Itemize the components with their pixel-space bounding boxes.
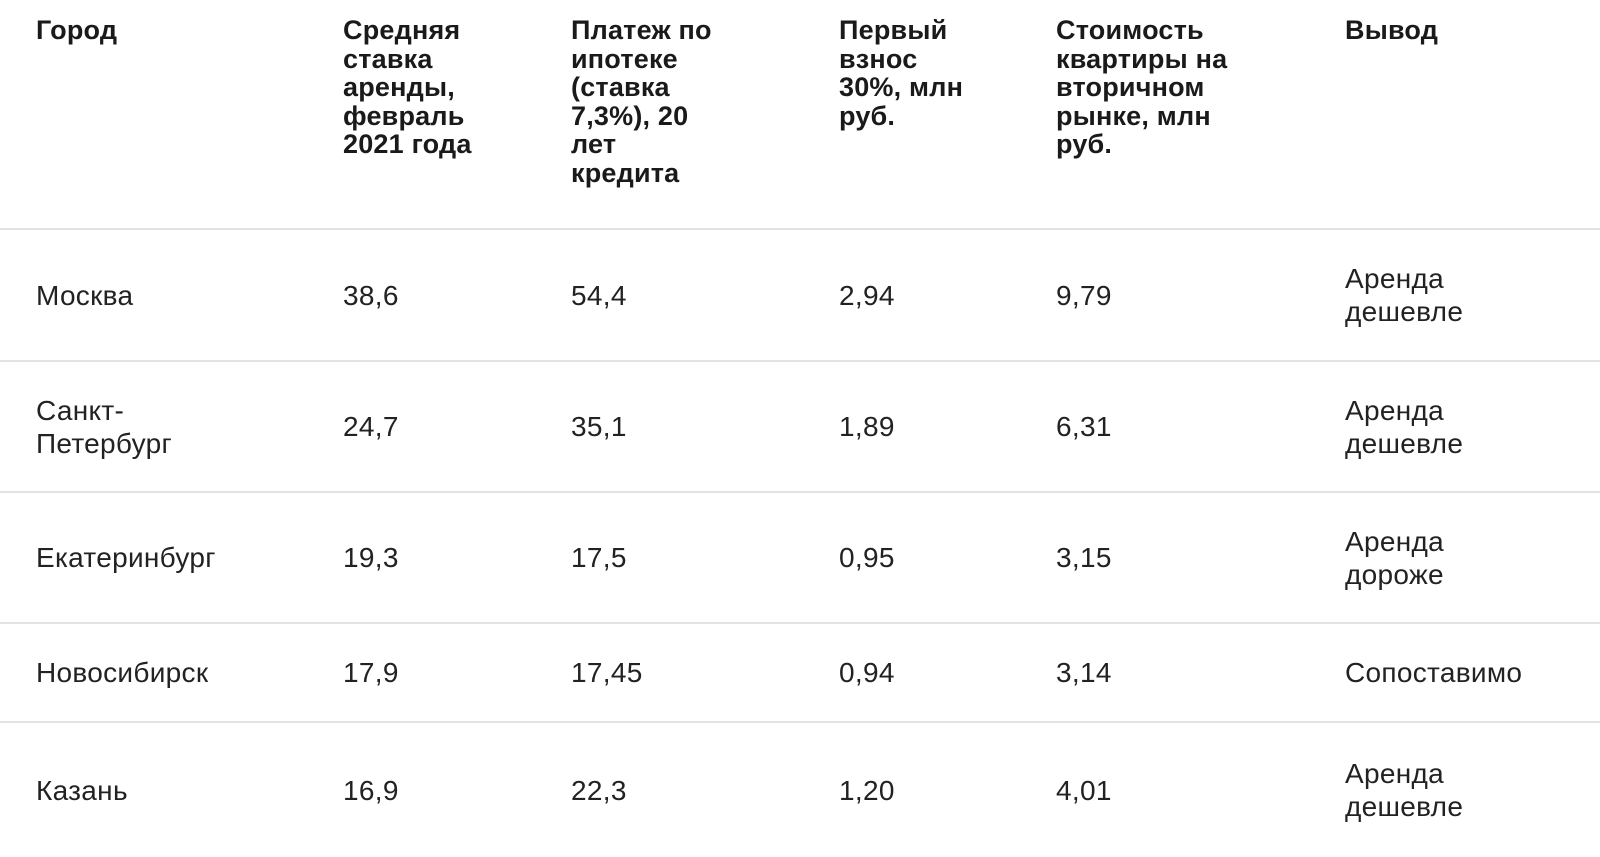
cell-rent-rate: 38,6 [343,279,399,311]
cell-rent-rate: 24,7 [343,411,399,442]
table-row: Москва 38,6 54,4 2,94 9,79 Аренда дешевл… [0,230,1600,362]
cell-apartment-price: 3,15 [1056,542,1112,573]
cell-city: Санкт-Петербург [36,394,173,459]
cell-city: Новосибирск [36,657,209,688]
cell-mortgage-payment: 22,3 [571,774,627,806]
cell-conclusion: Аренда дешевле [1345,394,1464,459]
table-header-row: Город Средняя ставка аренды, февраль 202… [0,0,1600,230]
cell-conclusion: Аренда дешевле [1345,263,1464,327]
cell-down-payment: 0,95 [839,542,895,573]
cell-rent-rate: 16,9 [343,774,399,806]
cell-apartment-price: 9,79 [1056,279,1112,311]
table-row: Екатеринбург 19,3 17,5 0,95 3,15 Аренда … [0,493,1600,624]
cell-down-payment: 0,94 [839,657,895,688]
cell-down-payment: 2,94 [839,279,895,311]
cell-city: Казань [36,774,128,806]
cell-down-payment: 1,20 [839,774,895,806]
cell-down-payment: 1,89 [839,411,895,442]
cell-mortgage-payment: 35,1 [571,411,627,442]
header-rent-rate: Средняя ставка аренды, февраль 2021 года [343,15,472,159]
cell-conclusion: Сопоставимо [1345,657,1523,688]
cell-rent-rate: 19,3 [343,542,399,573]
header-apartment-price: Стоимость квартиры на вторичном рынке, м… [1056,15,1228,159]
cell-city: Москва [36,279,134,311]
table-row: Новосибирск 17,9 17,45 0,94 3,14 Сопоста… [0,624,1600,723]
cell-apartment-price: 6,31 [1056,411,1112,442]
cell-mortgage-payment: 54,4 [571,279,627,311]
cell-conclusion: Аренда дороже [1345,525,1444,590]
cell-apartment-price: 4,01 [1056,774,1112,806]
cell-apartment-price: 3,14 [1056,657,1112,688]
header-conclusion: Вывод [1345,15,1439,45]
cell-city: Екатеринбург [36,542,216,573]
table-row: Казань 16,9 22,3 1,20 4,01 Аренда дешевл… [0,723,1600,857]
header-city: Город [36,15,118,45]
cell-mortgage-payment: 17,45 [571,657,643,688]
cell-rent-rate: 17,9 [343,657,399,688]
cell-mortgage-payment: 17,5 [571,542,627,573]
header-mortgage-payment: Платеж по ипотеке (ставка 7,3%), 20 лет … [571,15,712,188]
table-row: Санкт-Петербург 24,7 35,1 1,89 6,31 Арен… [0,362,1600,493]
header-down-payment: Первый взнос 30%, млн руб. [839,15,964,131]
cell-conclusion: Аренда дешевле [1345,758,1464,822]
